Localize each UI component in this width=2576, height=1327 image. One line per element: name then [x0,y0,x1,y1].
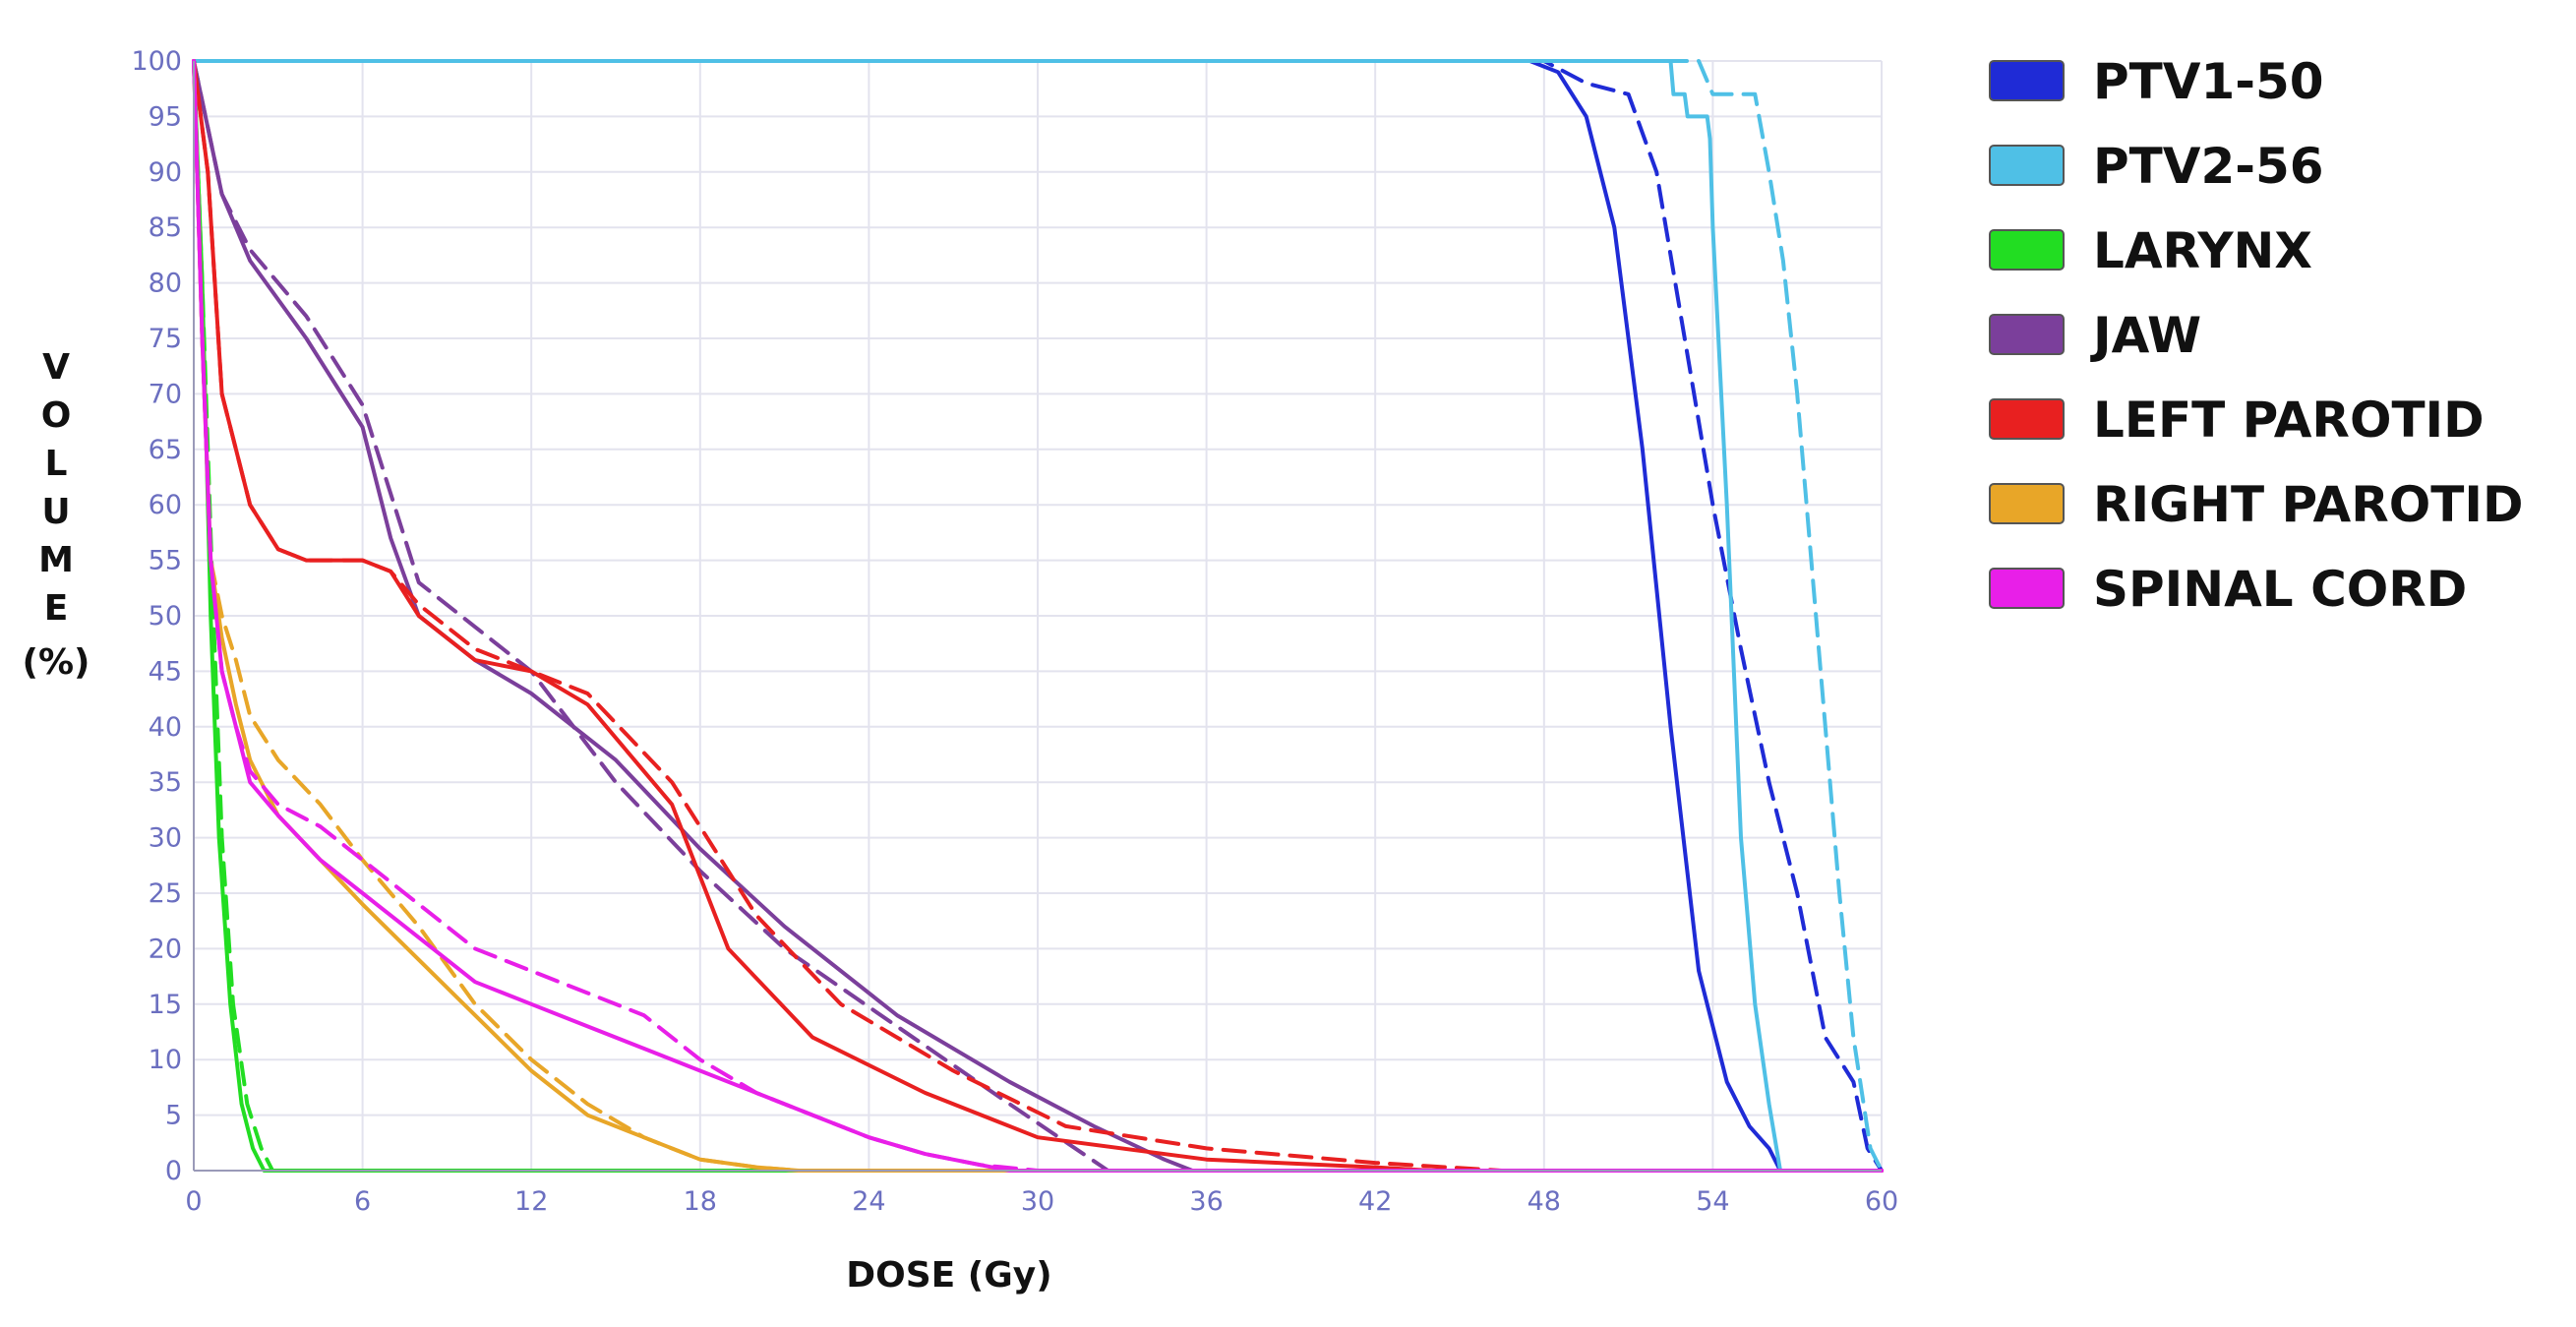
y-tick-label: 15 [149,990,182,1020]
x-tick-label: 30 [1021,1186,1054,1217]
legend-swatch [1989,398,2065,440]
y-tick-label: 70 [149,379,182,409]
y-tick-label: 95 [149,101,182,132]
y-tick-label: 90 [149,157,182,188]
x-tick-label: 36 [1189,1186,1223,1217]
legend-item: JAW [1989,307,2201,364]
y-tick-label: 5 [165,1101,182,1131]
y-tick-label: 50 [149,601,182,632]
x-tick-label: 42 [1358,1186,1392,1217]
series-line-ptv1-50-solid [192,59,1884,1173]
y-tick-label: 60 [149,490,182,520]
plot-axes [193,61,1882,1172]
y-tick-label: 0 [165,1156,182,1186]
y-axis-label-letter: M [38,540,74,580]
y-axis-label-letter: U [41,492,70,532]
legend-item: PTV2-56 [1989,138,2324,195]
plot-lines [192,59,1884,1173]
y-tick-label: 25 [149,878,182,909]
x-tick-label: 60 [1865,1186,1898,1217]
y-tick-label: 100 [131,46,182,77]
y-tick-label: 85 [149,212,182,243]
series-line-ptv2-56-solid [192,59,1884,1173]
x-tick-label: 0 [185,1186,202,1217]
y-tick-label: 75 [149,324,182,354]
legend-label: LARYNX [2093,222,2312,279]
y-tick-labels: 0 5 10 15 20 25 30 35 40 45 50 55 60 65 70 75 80 85 90 95 10… [131,46,182,1186]
legend-label: JAW [2090,307,2201,364]
legend: PTV1-50 PTV2-56 LARYNX JAW LEFT PAROTID RIGHT… [1989,53,2523,618]
legend-label: SPINAL CORD [2093,561,2467,618]
plot-grid [193,60,1883,1172]
series-line-ptv2-56-dashed [192,59,1884,1173]
x-tick-label: 12 [514,1186,548,1217]
y-axis-label-unit: (%) [23,642,90,683]
x-tick-label: 6 [354,1186,371,1217]
legend-item: SPINAL CORD [1989,561,2467,618]
legend-swatch [1989,229,2065,271]
legend-item: RIGHT PAROTID [1989,476,2523,533]
series-line-jaw-dashed [192,59,1884,1173]
y-tick-label: 45 [149,656,182,687]
y-tick-label: 35 [149,767,182,798]
series-line-left-parotid-dashed [192,59,1884,1173]
x-tick-label: 54 [1696,1186,1729,1217]
x-axis-label: DOSE (Gy) [846,1255,1051,1296]
legend-label: PTV2-56 [2093,138,2324,195]
legend-item: LARYNX [1989,222,2312,279]
legend-item: PTV1-50 [1989,53,2324,110]
y-tick-label: 65 [149,435,182,465]
legend-swatch [1989,314,2065,355]
legend-item: LEFT PAROTID [1989,392,2485,449]
legend-swatch [1989,568,2065,609]
x-tick-label: 24 [852,1186,885,1217]
y-tick-label: 30 [149,823,182,854]
y-tick-label: 10 [149,1045,182,1075]
x-tick-label: 18 [684,1186,717,1217]
legend-swatch [1989,60,2065,101]
legend-label: PTV1-50 [2093,53,2324,110]
series-line-ptv1-50-dashed [192,59,1884,1173]
legend-swatch [1989,145,2065,186]
y-tick-label: 20 [149,934,182,964]
y-tick-label: 55 [149,546,182,576]
x-tick-label: 48 [1528,1186,1561,1217]
x-tick-labels: 0 6 12 18 24 30 36 42 48 54 60 [185,1186,1898,1217]
y-tick-label: 80 [149,269,182,299]
y-tick-label: 40 [149,712,182,743]
legend-swatch [1989,483,2065,524]
y-axis-label-letter: E [44,588,69,629]
series-line-right-parotid-dashed [192,59,1884,1173]
series-line-spinal-cord-dashed [192,59,1884,1173]
legend-label: LEFT PAROTID [2093,392,2485,449]
y-axis-label-letter: V [42,347,70,388]
y-axis-label-letter: O [41,395,72,436]
legend-label: RIGHT PAROTID [2093,476,2523,533]
y-axis-label-letter: L [45,444,68,484]
